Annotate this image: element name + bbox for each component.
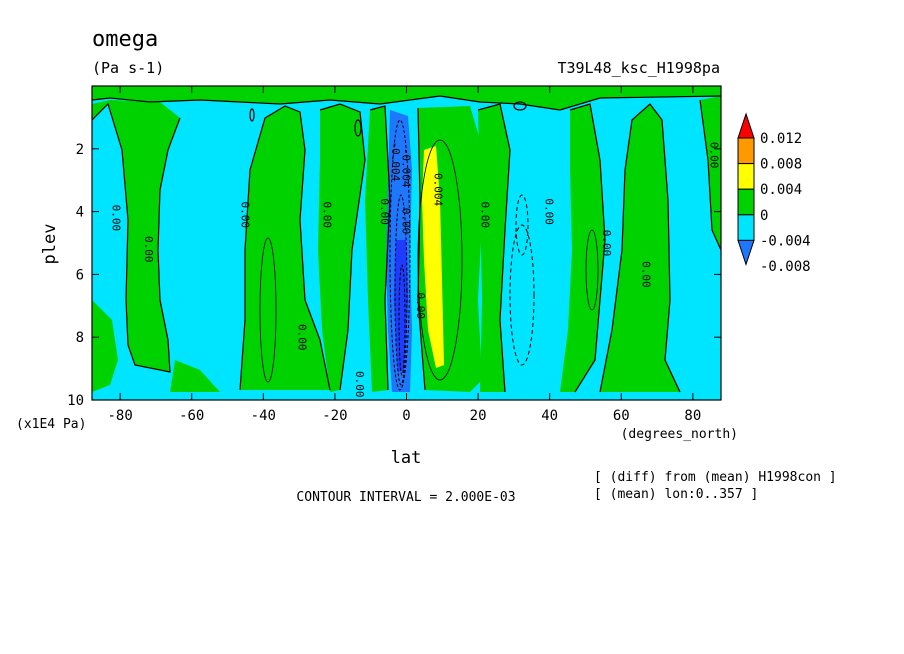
contour-label-text: 0.00 — [142, 236, 155, 263]
contour-label: -0.004 — [389, 141, 402, 181]
dashed-contour-north-small — [515, 194, 529, 256]
y-axis: 2 4 6 8 10 — [67, 142, 721, 409]
chart-units: (Pa s-1) — [92, 59, 164, 77]
green-region-midlat-south — [240, 106, 330, 390]
x-tick-label: -80 — [107, 408, 132, 424]
colorbar-label: 0.012 — [760, 131, 802, 147]
colorbar-segment — [737, 214, 755, 241]
contour-label: 0.00 — [400, 208, 413, 235]
deep-blue-region-equator — [394, 240, 408, 372]
green-region-midlat-north — [560, 104, 605, 392]
green-region-south-pole — [92, 100, 180, 372]
x-axis-units: (degrees_north) — [621, 427, 738, 442]
contour-label-text: 0.00 — [478, 201, 491, 228]
y-tick-label: 2 — [76, 142, 84, 158]
y-axis-units: (x1E4 Pa) — [16, 417, 86, 432]
contour-label-text: 0.00 — [238, 201, 251, 228]
contour-label-text: 0.00 — [414, 293, 427, 320]
colorbar-label: -0.004 — [760, 233, 811, 249]
y-tick-label: 8 — [76, 330, 84, 346]
contour-label: 0.00 — [478, 201, 491, 228]
contour-label-text: -0.004 — [389, 141, 402, 181]
filled-contours — [92, 86, 721, 400]
contour-label: 0.00 — [378, 198, 391, 225]
green-region-equator-west — [365, 106, 390, 392]
colorbar-segment — [737, 163, 755, 190]
contour-label-text: 0.00 — [639, 261, 652, 288]
thin-contour-north — [585, 229, 599, 311]
green-region-highlat-north — [600, 104, 680, 392]
contour-label: 0.00 — [296, 324, 309, 351]
colorbar: 0.012 0.008 0.004 0 -0.004 -0.008 — [737, 112, 811, 275]
contour-label: 0.004 — [432, 173, 445, 206]
y-tick-label: 4 — [76, 205, 84, 221]
colorbar-label: 0.004 — [760, 182, 802, 198]
contour-label: 0.00 — [639, 261, 652, 288]
contour-label-text: 0.004 — [432, 173, 445, 206]
x-tick-label: 80 — [684, 408, 701, 424]
contour-label: 0.00 — [353, 371, 366, 398]
x-tick-label: -40 — [251, 408, 276, 424]
x-axis-label: lat — [391, 448, 422, 468]
colorbar-segment — [737, 137, 755, 165]
dashed-contour-north — [509, 224, 535, 366]
contour-label-text: 0.00 — [110, 205, 123, 232]
contour-interval-text: CONTOUR INTERVAL = 2.000E-03 — [296, 490, 515, 505]
contour-label-text: 0.00 — [400, 208, 413, 235]
x-tick-label: 60 — [613, 408, 630, 424]
contour-label: 0.00 — [543, 198, 556, 225]
x-tick-label: 20 — [470, 408, 487, 424]
run-label: T39L48_ksc_H1998pa — [557, 59, 720, 77]
colorbar-over-arrow — [737, 112, 755, 139]
y-axis-label: plev — [40, 224, 60, 265]
contour-label-text: 0.00 — [378, 198, 391, 225]
green-region-bottom-south — [170, 360, 220, 392]
colorbar-label: 0.008 — [760, 157, 802, 173]
contour-label: 0.00 — [142, 236, 155, 263]
contour-label: 0.00 — [414, 293, 427, 320]
x-tick-label: 40 — [541, 408, 558, 424]
dashed-contour-equator-3 — [398, 264, 406, 376]
y-tick-label: 10 — [67, 393, 84, 409]
thin-contour-equator-east — [417, 139, 463, 381]
note-mean: [ (mean) lon:0..357 ] — [594, 487, 758, 502]
contour-label: 0.00 — [238, 201, 251, 228]
x-tick-label: 0 — [402, 408, 410, 424]
green-region-south-edge — [92, 300, 118, 392]
contour-label: 0.00 — [321, 201, 334, 228]
contour-label: 0.00 — [110, 205, 123, 232]
thin-contour-south — [259, 237, 277, 383]
yellow-region — [422, 146, 444, 368]
contour-labels: 0.00 0.00 0.00 0.00 0.00 0.00 0.00 -0.004-0.004… — [110, 141, 721, 398]
contour-label: -0.004 — [400, 148, 413, 188]
dashed-contour-equator-2 — [394, 194, 408, 386]
colorbar-label: 0 — [760, 208, 768, 224]
green-region-top — [92, 86, 721, 110]
x-tick-label: -20 — [322, 408, 347, 424]
chart-title: omega — [92, 27, 158, 52]
contour-label-text: 0.00 — [543, 198, 556, 225]
colorbar-segment — [737, 188, 755, 216]
contour-label: 0.00 — [707, 142, 720, 169]
contour-label-text: -0.004 — [400, 148, 413, 188]
dashed-contour-equator-1 — [389, 119, 411, 391]
contour-label: 0.00 — [600, 230, 613, 257]
note-diff: [ (diff) from (mean) H1998con ] — [594, 470, 837, 485]
green-region-subtropic-south — [318, 104, 365, 392]
x-tick-label: -60 — [179, 408, 204, 424]
zero-contour-lines — [92, 95, 721, 393]
colorbar-label: -0.008 — [760, 259, 811, 275]
green-region-subtropic-north — [478, 104, 510, 392]
contour-label-text: 0.00 — [353, 371, 366, 398]
contour-label-text: 0.00 — [707, 142, 720, 169]
contour-label-text: 0.00 — [296, 324, 309, 351]
x-axis: -80 -60 -40 -20 0 20 40 60 80 — [107, 86, 701, 424]
y-tick-label: 6 — [76, 267, 84, 283]
contour-label-text: 0.00 — [321, 201, 334, 228]
contour-label-text: 0.00 — [600, 230, 613, 257]
colorbar-under-arrow — [737, 239, 755, 266]
